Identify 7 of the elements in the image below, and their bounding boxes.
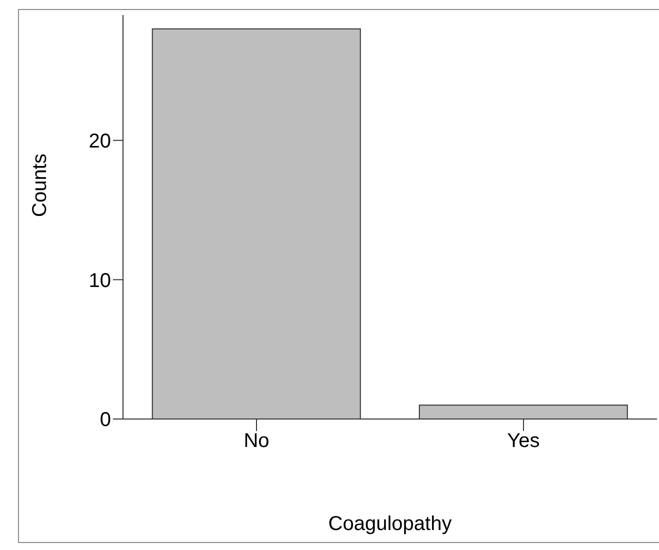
y-axis-title: Counts	[29, 154, 52, 217]
x-axis-title: Coagulopathy	[328, 513, 452, 535]
y-tick-label: 0	[100, 409, 111, 432]
x-tick-label: Yes	[507, 430, 540, 452]
y-tick-label: 20	[88, 130, 111, 152]
y-tick-label: 10	[88, 270, 111, 292]
x-tick-label: No	[244, 430, 270, 452]
